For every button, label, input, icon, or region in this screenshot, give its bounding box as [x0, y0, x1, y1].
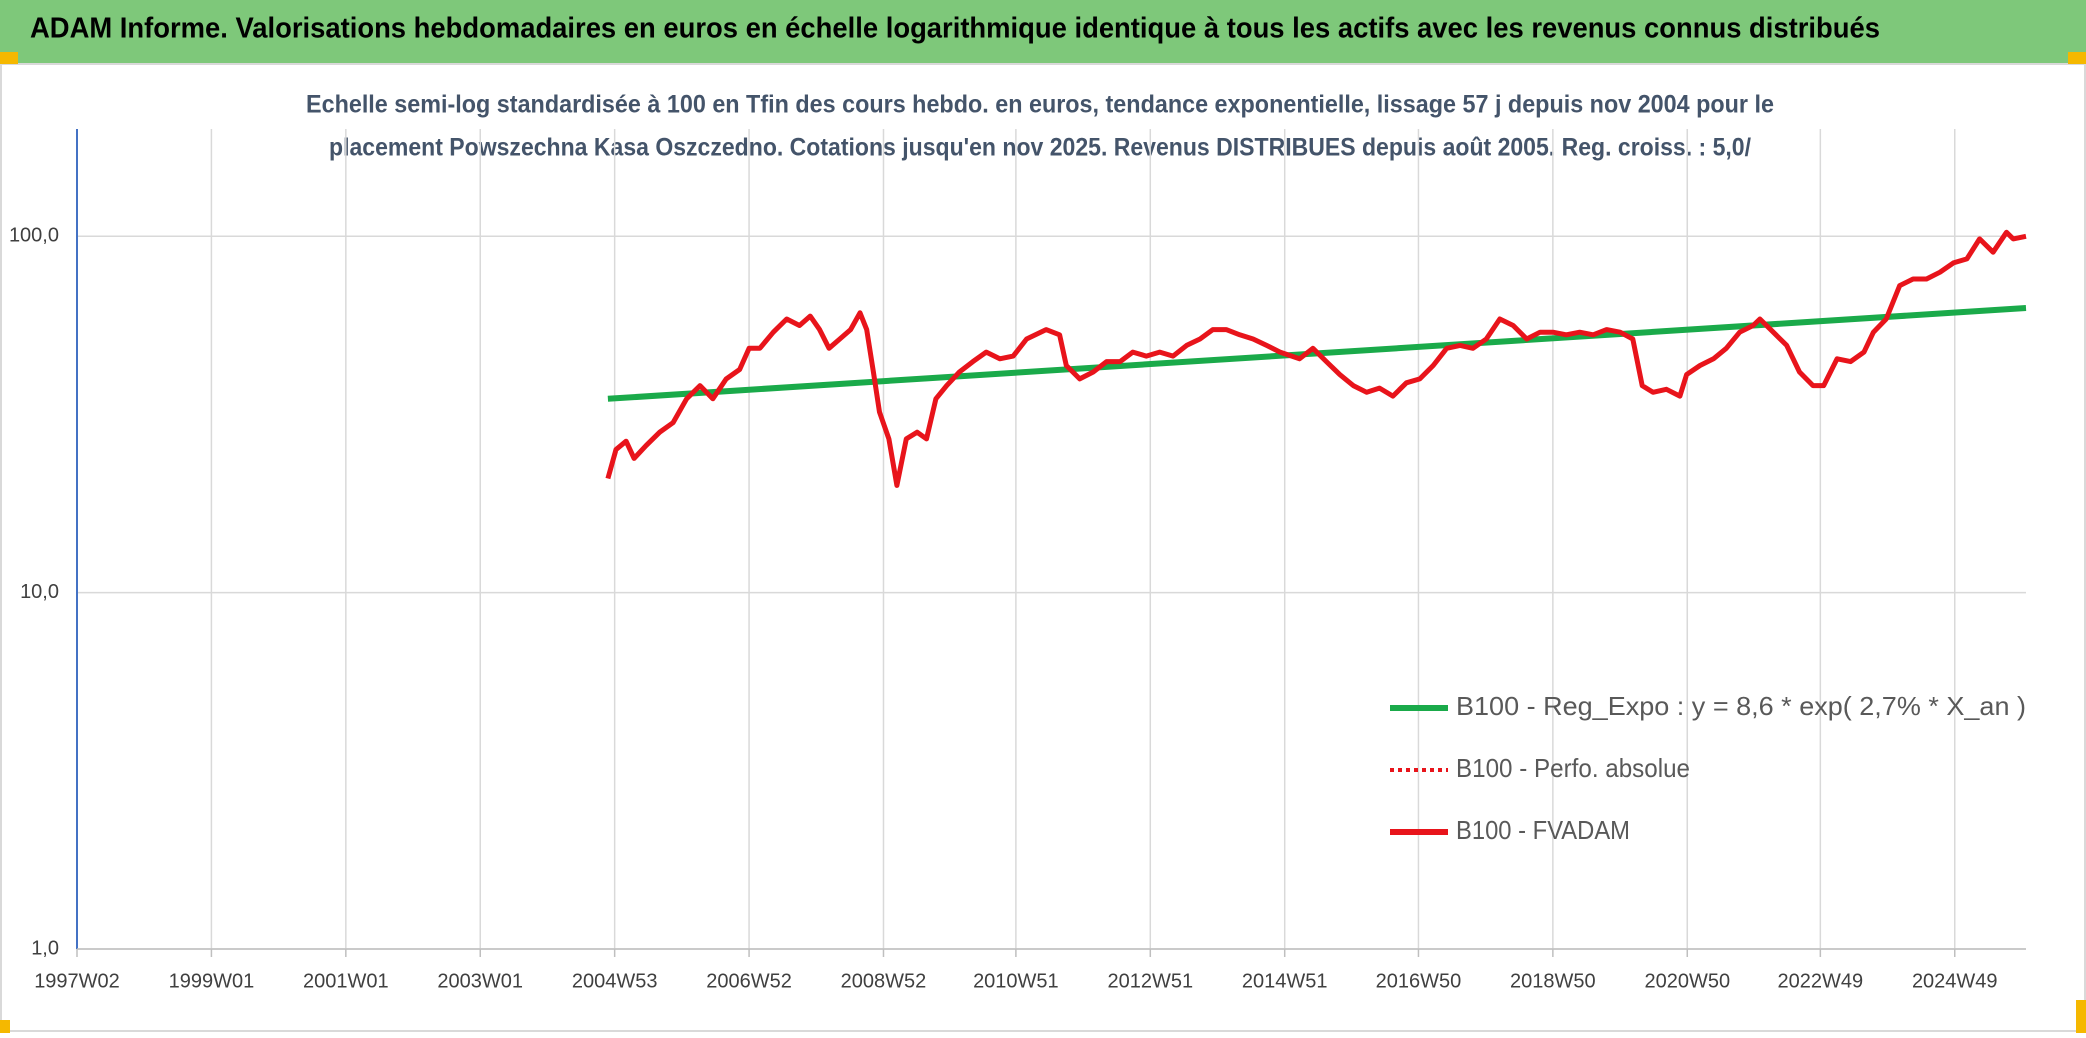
x-tick-label: 2024W49 [1912, 970, 1998, 992]
chart-title: ADAM Informe. Valorisations hebdomadaire… [30, 13, 1880, 45]
corner [2076, 1000, 2086, 1033]
x-tick-label: 2004W53 [572, 970, 658, 992]
header-bar [0, 0, 2086, 64]
legend-label: B100 - Perfo. absolue [1456, 753, 1690, 783]
chart-subtitle: Echelle semi-log standardisée à 100 en T… [306, 91, 1774, 119]
y-tick-label: 10,0 [20, 581, 59, 603]
x-tick-label: 2016W50 [1376, 970, 1462, 992]
x-tick-label: 2014W51 [1242, 970, 1328, 992]
x-tick-label: 2012W51 [1107, 970, 1193, 992]
x-tick-label: 2008W52 [841, 970, 927, 992]
y-tick-label: 100,0 [9, 225, 59, 247]
data-line [605, 229, 2027, 488]
x-tick-label: 1999W01 [169, 970, 255, 992]
legend-label: B100 - Reg_Expo : y = 8,6 * exp( 2,7% * … [1456, 691, 2026, 721]
y-tick-label: 1,0 [31, 937, 59, 959]
x-tick-label: 2010W51 [973, 970, 1059, 992]
x-tick-label: 2006W52 [706, 970, 792, 992]
frame [0, 63, 2086, 1032]
legend-label: B100 - FVADAM [1456, 815, 1630, 845]
x-tick-label: 2003W01 [437, 970, 523, 992]
x-tick-label: 2018W50 [1510, 970, 1596, 992]
corner [2068, 52, 2086, 64]
corner [0, 52, 18, 64]
x-tick-label: 2022W49 [1778, 970, 1864, 992]
corner [0, 1020, 10, 1033]
x-tick-label: 2001W01 [303, 970, 389, 992]
x-tick-label: 1997W02 [34, 970, 120, 992]
chart-subtitle: placement Powszechna Kasa Oszczedno. Cot… [329, 134, 1751, 162]
x-tick-label: 2020W50 [1644, 970, 1730, 992]
